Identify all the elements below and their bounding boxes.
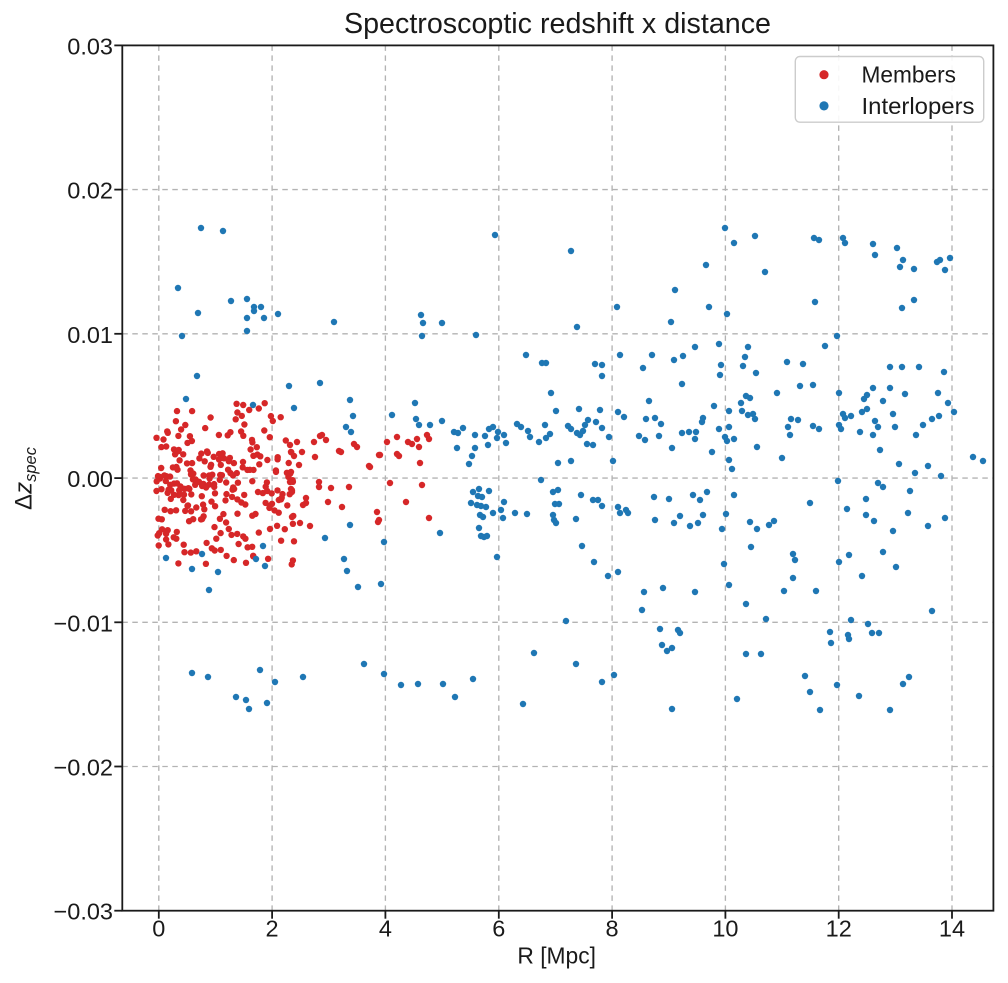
- svg-text:10: 10: [712, 916, 738, 942]
- svg-text:14: 14: [939, 916, 965, 942]
- svg-text:0.02: 0.02: [67, 178, 113, 204]
- svg-text:0: 0: [152, 916, 165, 942]
- svg-text:Members: Members: [862, 62, 957, 88]
- svg-text:2: 2: [266, 916, 279, 942]
- svg-text:0.03: 0.03: [67, 33, 113, 59]
- svg-text:R [Mpc]: R [Mpc]: [517, 943, 596, 969]
- svg-text:Interlopers: Interlopers: [862, 93, 975, 119]
- svg-text:0.00: 0.00: [67, 466, 113, 492]
- svg-text:8: 8: [606, 916, 619, 942]
- svg-text:4: 4: [379, 916, 392, 942]
- svg-text:Spectroscoptic redshift x dist: Spectroscoptic redshift x distance: [344, 8, 771, 40]
- svg-text:6: 6: [492, 916, 505, 942]
- svg-text:−0.02: −0.02: [54, 755, 113, 781]
- svg-text:−0.03: −0.03: [54, 899, 113, 925]
- svg-text:−0.01: −0.01: [54, 610, 113, 636]
- svg-text:0.01: 0.01: [67, 322, 113, 348]
- svg-text:12: 12: [826, 916, 852, 942]
